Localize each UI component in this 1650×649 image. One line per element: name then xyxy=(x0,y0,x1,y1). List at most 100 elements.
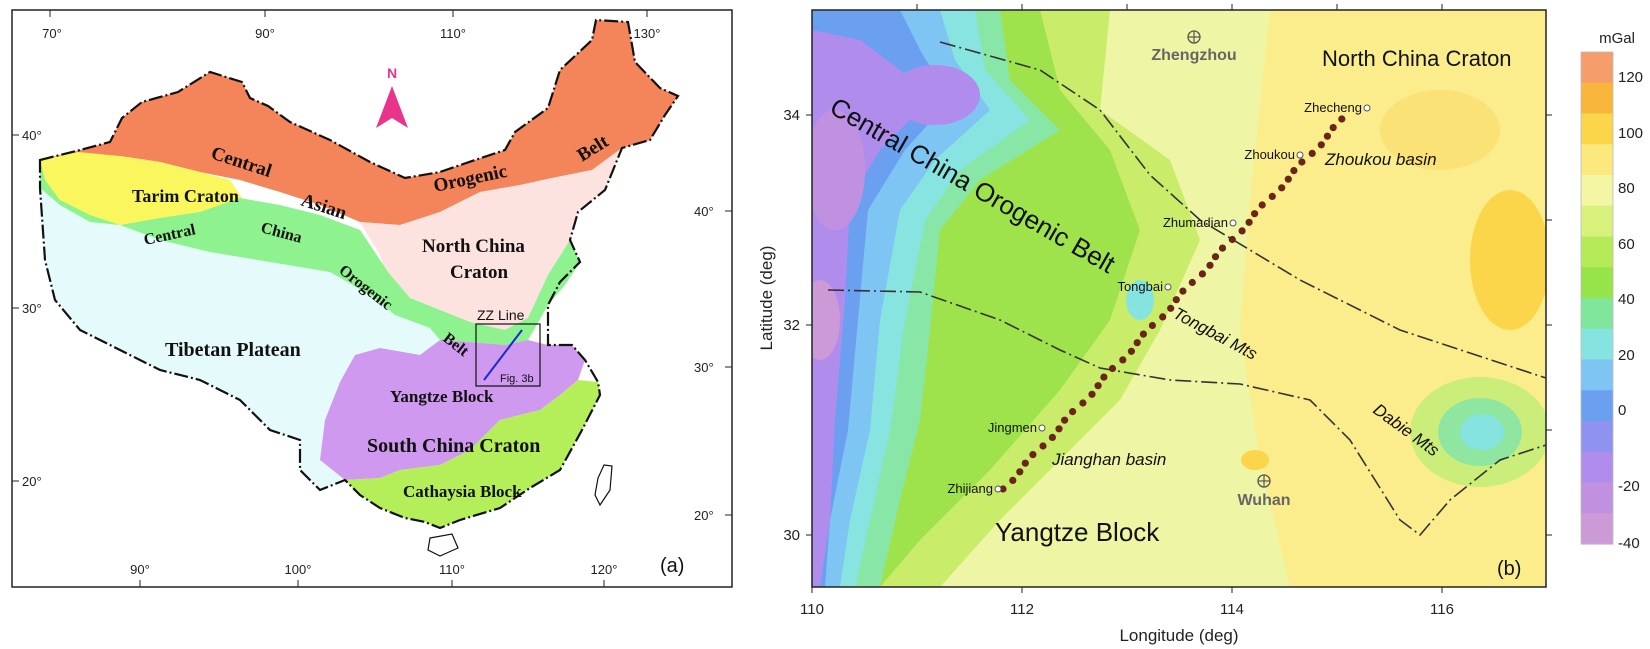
panel-b: 110 112 114 116 34 32 30 Longitude (deg)… xyxy=(757,4,1552,645)
profile-station-dot xyxy=(1284,175,1292,183)
colorbar-tick-0: 0 xyxy=(1618,402,1626,419)
x-axis-title: Longitude (deg) xyxy=(1119,626,1238,645)
yangtze-block-region xyxy=(320,340,585,480)
profile-station-dot xyxy=(1317,141,1325,149)
y-tick-34: 34 xyxy=(783,107,800,124)
panel-b-ticks xyxy=(806,4,1552,593)
profile-station-dot xyxy=(1329,124,1337,132)
colorbar-swatch xyxy=(1581,205,1613,238)
profile-station-dot xyxy=(1172,296,1180,304)
zz-profile-stations xyxy=(999,115,1346,493)
profile-station-dot xyxy=(1323,132,1331,140)
profile-station-dot xyxy=(1258,201,1266,209)
colorbar-swatch xyxy=(1581,298,1613,330)
profile-station-dot xyxy=(1139,330,1147,338)
colorbar-tick-100: 100 xyxy=(1618,125,1643,142)
hainan-island xyxy=(427,533,459,557)
colorbar-tick-60: 60 xyxy=(1618,236,1635,253)
cathaysia-block-region xyxy=(345,380,600,528)
colorbar-tick-20: 20 xyxy=(1618,347,1635,364)
colorbar-tick-80: 80 xyxy=(1618,180,1635,197)
label-tibetan-plateau: Tibetan Platean xyxy=(165,339,301,361)
colorbar-swatch xyxy=(1581,52,1613,84)
lon-tick-top-2: 90° xyxy=(255,26,275,41)
label-south-china-craton: South China Craton xyxy=(367,435,540,457)
profile-station-dot xyxy=(1298,158,1306,166)
x-tick-110: 110 xyxy=(800,601,824,618)
tarim-craton-region xyxy=(40,152,242,225)
station-label-zhijiang: Zhijiang xyxy=(947,481,993,496)
profile-station-dot xyxy=(1119,356,1127,364)
colorbar-swatch xyxy=(1581,328,1613,361)
profile-station-dot xyxy=(1061,416,1069,424)
city-wuhan: Wuhan xyxy=(1237,474,1291,509)
profile-station-dot xyxy=(1179,287,1187,295)
label-b-north-china-craton: North China Craton xyxy=(1322,46,1512,71)
profile-station-dot xyxy=(1094,382,1102,390)
profile-station-dot xyxy=(1245,218,1253,226)
colorbar-swatch xyxy=(1581,144,1613,176)
profile-station-dot xyxy=(1290,167,1298,175)
profile-station-dot xyxy=(1206,261,1214,269)
x-tick-116: 116 xyxy=(1430,601,1454,618)
colorbar-tick-40: 40 xyxy=(1618,291,1635,308)
profile-station-dot xyxy=(1016,468,1024,476)
station-label-jingmen: Jingmen xyxy=(988,420,1037,435)
station-jingmen: Jingmen xyxy=(988,420,1046,435)
profile-station-dot xyxy=(1100,373,1108,381)
profile-station-dot xyxy=(1251,210,1259,218)
colorbar-swatch xyxy=(1581,236,1613,268)
lat-tick-left-2: 30° xyxy=(22,301,42,316)
profile-station-dot xyxy=(1079,399,1087,407)
taiwan-island xyxy=(594,464,613,507)
lat-tick-right-1: 40° xyxy=(694,204,714,219)
profile-station-dot xyxy=(1021,459,1029,467)
label-yangtze-block: Yangtze Block xyxy=(390,387,494,406)
inset-line-label: ZZ Line xyxy=(477,307,525,323)
colorbar-swatch xyxy=(1581,82,1613,115)
colorbar-swatches xyxy=(1581,52,1613,545)
profile-station-dot xyxy=(1108,364,1117,373)
profile-station-dot xyxy=(1055,425,1063,433)
label-b-yangtze-block: Yangtze Block xyxy=(995,517,1160,547)
lat-tick-right-2: 30° xyxy=(694,360,714,375)
city-label-zhengzhou: Zhengzhou xyxy=(1151,47,1236,64)
profile-station-dot xyxy=(1039,442,1047,450)
lon-tick-top-4: 130° xyxy=(634,26,661,41)
profile-station-dot xyxy=(1338,115,1346,123)
profile-station-dot xyxy=(1127,347,1135,355)
colorbar: mGal 120 100 80 60 40 20 0 -20 -40 xyxy=(1580,30,1643,552)
panel-b-frame xyxy=(811,9,1547,588)
north-label: N xyxy=(387,65,397,81)
station-zhijiang: Zhijiang xyxy=(947,481,1002,496)
x-tick-114: 114 xyxy=(1220,601,1244,618)
tectonic-boundaries xyxy=(827,41,1546,537)
colorbar-swatch xyxy=(1581,113,1613,145)
panel-a-ticks xyxy=(12,10,732,587)
label-zhoukou-basin: Zhoukou basin xyxy=(1324,150,1437,169)
colorbar-swatch xyxy=(1581,513,1613,545)
north-china-craton-region xyxy=(360,148,622,345)
north-arrow-icon xyxy=(376,86,408,128)
profile-station-dot xyxy=(1278,184,1286,192)
colorbar-swatch xyxy=(1581,451,1613,484)
lon-tick-bottom-4: 120° xyxy=(591,562,618,577)
lon-tick-top-3: 110° xyxy=(440,26,466,41)
gravity-field xyxy=(812,10,1546,587)
station-zhoukou: Zhoukou xyxy=(1244,147,1304,162)
colorbar-swatch xyxy=(1581,267,1613,299)
y-tick-32: 32 xyxy=(783,317,800,334)
zz-line-trace xyxy=(483,329,523,381)
profile-station-dot xyxy=(1308,149,1316,157)
colorbar-swatch xyxy=(1581,359,1613,391)
city-label-wuhan: Wuhan xyxy=(1237,492,1290,509)
profile-station-dot xyxy=(1238,227,1246,235)
lon-tick-top-1: 70° xyxy=(42,26,62,41)
station-tongbai: Tongbai xyxy=(1117,279,1172,294)
tibetan-plateau-region xyxy=(40,188,440,490)
panel-a-label: (a) xyxy=(660,555,684,577)
city-zhengzhou: Zhengzhou xyxy=(1151,30,1237,64)
lon-tick-bottom-2: 100° xyxy=(285,562,312,577)
colorbar-tick-neg40: -40 xyxy=(1618,535,1640,552)
